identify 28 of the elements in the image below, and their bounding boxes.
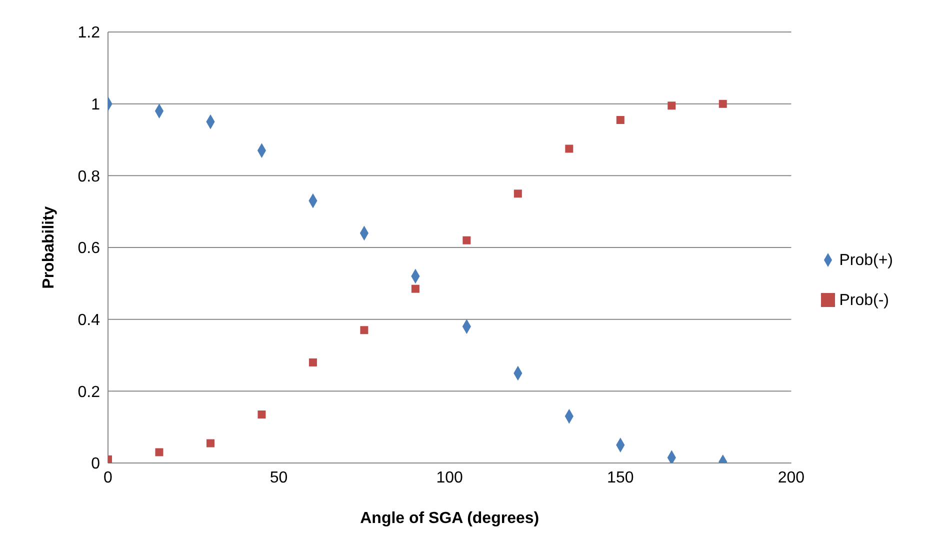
legend-label: Prob(+) xyxy=(839,252,893,268)
y-tick-label: 0 xyxy=(91,456,100,473)
y-tick-label: 0.8 xyxy=(78,168,100,186)
point xyxy=(411,284,420,293)
point xyxy=(308,358,317,366)
x-tick-label: 100 xyxy=(436,469,464,486)
point xyxy=(514,190,522,198)
y-tick-label: 0.6 xyxy=(78,240,100,258)
y-tick-label: 0.4 xyxy=(78,312,100,330)
point xyxy=(616,116,624,124)
legend-label: Prob(-) xyxy=(839,292,889,308)
y-tick-label: 1 xyxy=(91,96,100,114)
point xyxy=(206,439,214,448)
y-tick-label: 1.2 xyxy=(78,24,100,42)
x-axis-title: Angle of SGA (degrees) xyxy=(360,510,540,527)
point xyxy=(718,100,727,108)
point xyxy=(360,326,368,334)
x-tick-label: 150 xyxy=(607,469,634,486)
x-tick-label: 50 xyxy=(270,469,288,486)
x-tick-label: 200 xyxy=(778,469,805,486)
point xyxy=(668,102,676,110)
point xyxy=(462,236,471,244)
x-tick-label: 0 xyxy=(104,469,113,486)
point xyxy=(565,144,574,153)
point xyxy=(155,448,164,456)
y-tick-label: 0.2 xyxy=(78,384,100,401)
point xyxy=(258,410,266,419)
y-axis-title: Probability xyxy=(40,206,58,289)
